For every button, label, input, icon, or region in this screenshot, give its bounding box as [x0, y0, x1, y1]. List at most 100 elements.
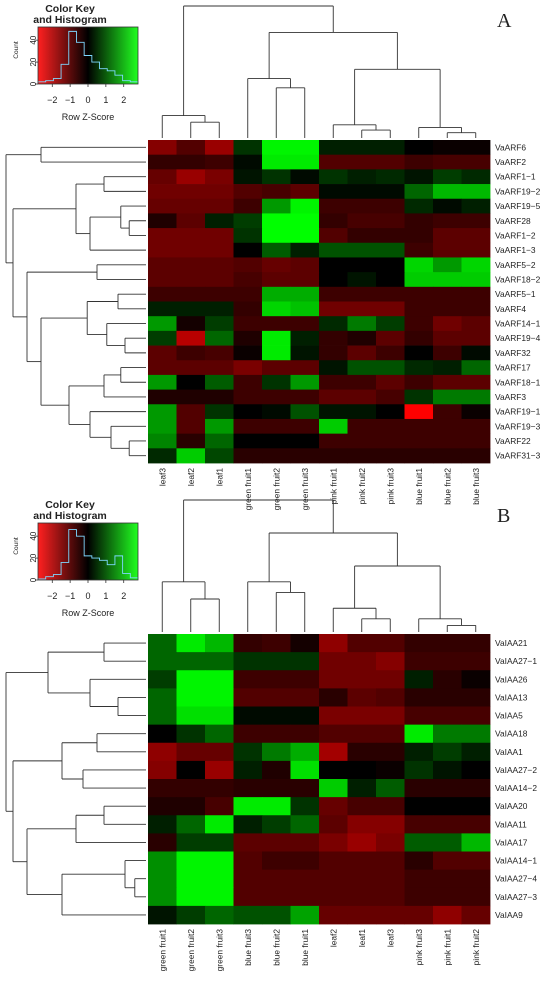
heatmap-cell — [461, 242, 491, 258]
heatmap-cell — [290, 688, 320, 707]
heatmap-cell — [319, 724, 348, 744]
heatmap-cell — [433, 257, 462, 273]
heatmap-cell — [176, 869, 206, 889]
heatmap-cell — [262, 779, 291, 798]
heatmap-cell — [319, 272, 348, 288]
heatmap-cell — [148, 154, 177, 170]
heatmap-cell — [404, 448, 434, 464]
heatmap-cell — [233, 169, 263, 185]
heatmap-cell — [148, 360, 177, 376]
heatmap-cell — [461, 198, 491, 214]
heatmap-cell — [319, 688, 348, 707]
row-label: VaIAA9 — [495, 910, 523, 920]
heatmap-cell — [205, 374, 234, 390]
heatmap-cell — [347, 688, 377, 707]
heatmap-cell — [461, 760, 491, 780]
heatmap-cell — [176, 228, 206, 244]
heatmap-cell — [233, 905, 263, 925]
heatmap-cell — [319, 634, 348, 653]
heatmap-cell — [233, 724, 263, 744]
panel-b-key-title-line1: Color Key — [45, 499, 95, 511]
heatmap-cell — [176, 634, 206, 653]
heatmap-cell — [376, 154, 405, 170]
heatmap-cell — [319, 833, 348, 852]
panel-a-column-labels: leaf3 leaf2 leaf1 green fruit1 green fruit2 g… — [157, 468, 481, 511]
heatmap-cell — [233, 198, 263, 214]
heatmap-cell — [262, 905, 291, 925]
heatmap-cell — [404, 154, 434, 170]
heatmap-cell — [461, 169, 491, 185]
row-label: VaARF19−4 — [495, 333, 541, 343]
panel-b-column-labels: green fruit1 green fruit2 green fruit3 blue… — [157, 929, 481, 972]
row-label: VaARF17 — [495, 363, 531, 373]
heatmap-cell — [205, 286, 234, 302]
heatmap-cell — [233, 634, 263, 653]
heatmap-cell — [290, 140, 320, 156]
heatmap-cell — [290, 404, 320, 420]
heatmap-cell — [176, 851, 206, 871]
heatmap-cell — [176, 198, 206, 214]
heatmap-cell — [319, 301, 348, 317]
heatmap-cell — [148, 272, 177, 288]
heatmap-cell — [376, 833, 405, 852]
heatmap-cell — [205, 360, 234, 376]
heatmap-cell — [262, 851, 291, 871]
heatmap-cell — [404, 670, 434, 689]
heatmap-cell — [433, 154, 462, 170]
heatmap-cell — [148, 869, 177, 889]
column-label: leaf1 — [357, 929, 367, 948]
heatmap-cell — [233, 316, 263, 332]
heatmap-cell — [433, 742, 462, 762]
heatmap-cell — [461, 905, 491, 925]
heatmap-cell — [205, 184, 234, 200]
heatmap-cell — [262, 448, 291, 464]
row-label: VaARF4 — [495, 304, 526, 314]
heatmap-cell — [433, 360, 462, 376]
row-label: VaARF18−1 — [495, 377, 541, 387]
heatmap-cell — [376, 688, 405, 707]
heatmap-cell — [290, 797, 320, 816]
heatmap-cell — [205, 389, 234, 405]
heatmap-cell — [233, 404, 263, 420]
histogram-line — [37, 529, 139, 580]
heatmap-cell — [376, 169, 405, 185]
column-label: leaf3 — [385, 929, 395, 948]
heatmap-cell — [205, 887, 234, 907]
heatmap-cell — [433, 724, 462, 744]
heatmap-cell — [176, 330, 206, 346]
column-label: blue fruit3 — [471, 468, 481, 505]
row-label: VaIAA14−2 — [495, 783, 537, 793]
heatmap-cell — [176, 169, 206, 185]
heatmap-cell — [176, 213, 206, 229]
heatmap-cell — [433, 652, 462, 671]
heatmap-cell — [376, 448, 405, 464]
heatmap-cell — [433, 140, 462, 156]
heatmap-cell — [176, 724, 206, 744]
key-x-tick-label: 1 — [103, 95, 108, 105]
heatmap-cell — [404, 404, 434, 420]
heatmap-cell — [319, 418, 348, 435]
heatmap-cell — [404, 833, 434, 852]
heatmap-cell — [347, 345, 377, 361]
heatmap-cell — [376, 779, 405, 798]
heatmap-cell — [148, 760, 177, 780]
heatmap-cell — [347, 448, 377, 464]
row-label: VaIAA20 — [495, 801, 528, 811]
heatmap-cell — [404, 184, 434, 200]
heatmap-cell — [290, 869, 320, 889]
heatmap-cell — [461, 670, 491, 689]
row-label: VaIAA27−3 — [495, 892, 537, 902]
heatmap-cell — [376, 272, 405, 288]
column-label: blue fruit2 — [442, 468, 452, 505]
heatmap-cell — [176, 345, 206, 361]
panel-b-key-xlabel: Row Z-Score — [62, 608, 115, 618]
panel-b-row-labels: VaIAA21 VaIAA27−1 VaIAA26 VaIAA13 VaIAA5 VaIA… — [495, 638, 537, 920]
heatmap-cell — [433, 706, 462, 726]
heatmap-cell — [290, 652, 320, 671]
heatmap-cell — [262, 360, 291, 376]
heatmap-cell — [205, 213, 234, 229]
row-label: VaIAA26 — [495, 674, 528, 684]
heatmap-cell — [461, 742, 491, 762]
key-y-tick-label: 40 — [29, 531, 38, 540]
